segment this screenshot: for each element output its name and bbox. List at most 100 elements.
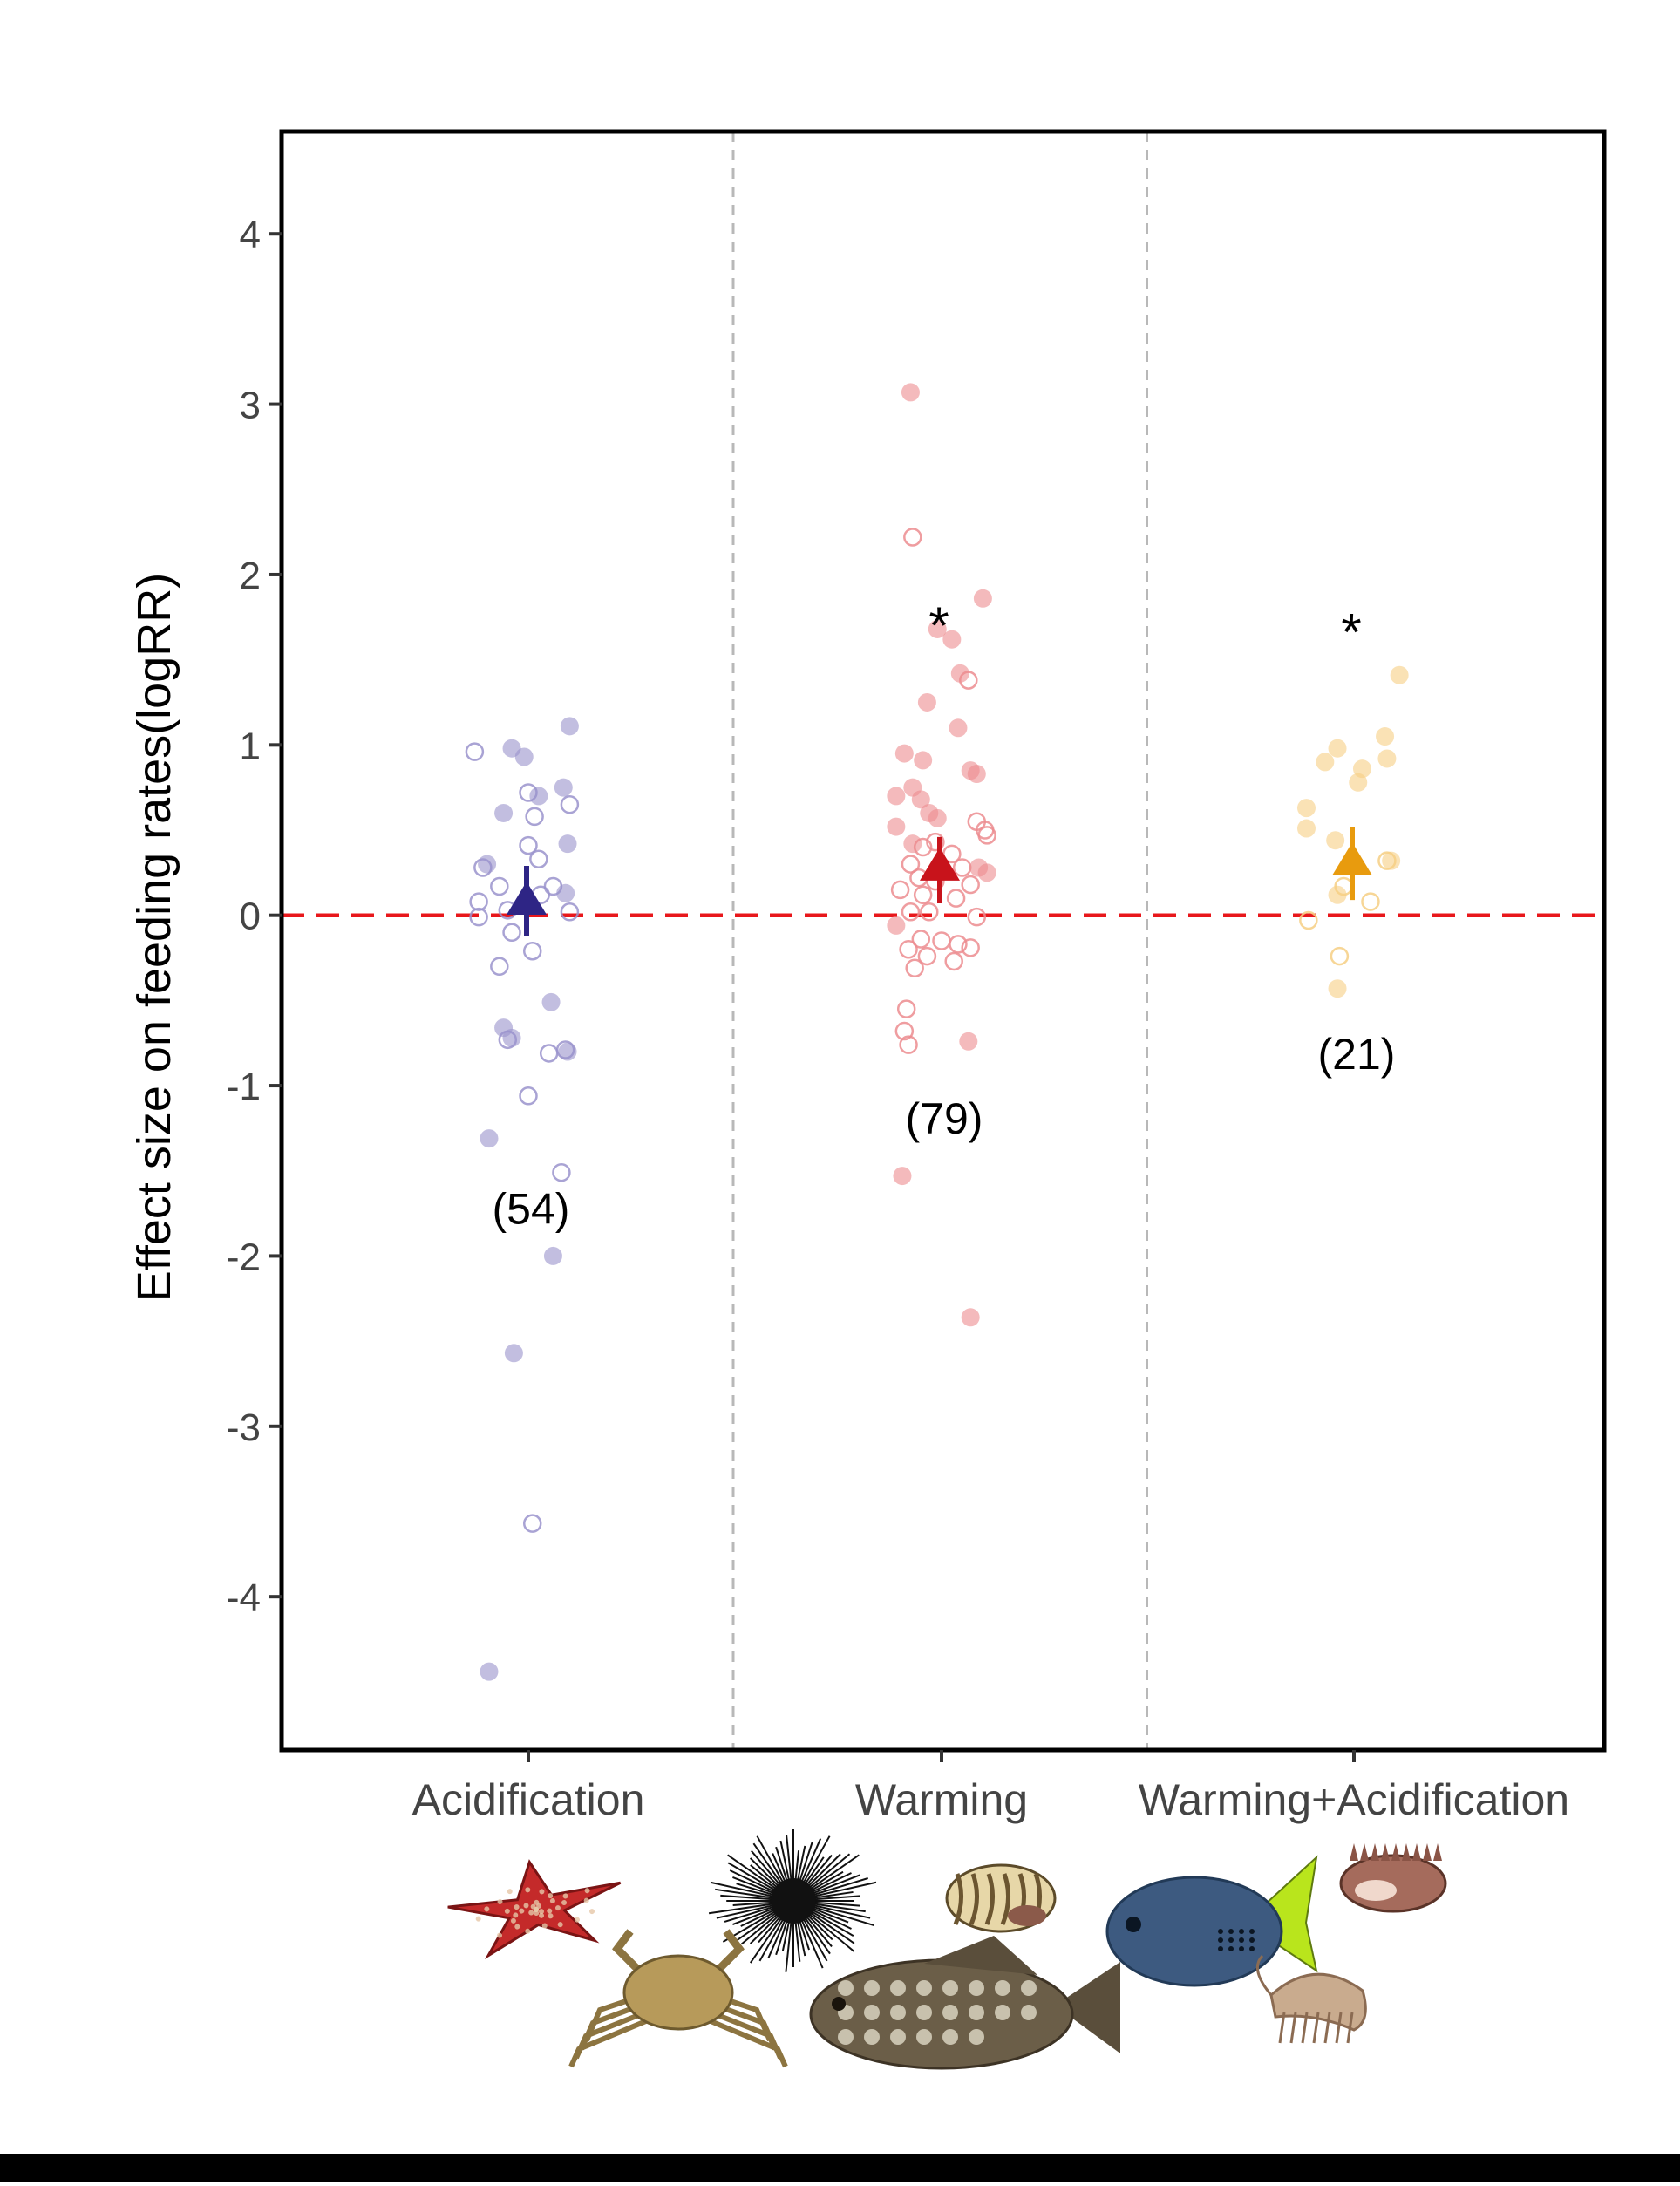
data-point-open [952, 858, 972, 877]
data-point-filled [959, 1032, 978, 1051]
data-point-open [490, 957, 509, 977]
y-tick-label: 1 [240, 725, 261, 767]
surgeonfish-body [1105, 1876, 1283, 1987]
data-point-open [560, 902, 580, 922]
data-point-filled [1390, 665, 1409, 684]
surgeonfish-spot [1228, 1946, 1234, 1951]
data-point-filled [558, 1042, 577, 1061]
mean-triangle-marker [920, 847, 960, 881]
data-point-filled [887, 787, 906, 806]
data-point-open [465, 742, 485, 761]
sea-star-body [447, 1859, 622, 1959]
amphipod-leg [1278, 2012, 1286, 2044]
data-point-filled [901, 383, 920, 402]
amphipod-antenna [1255, 1954, 1273, 1996]
murex-spike [1381, 1843, 1390, 1861]
sea-star-texture [534, 1907, 539, 1912]
data-point-filled [967, 765, 986, 784]
data-point-filled [494, 803, 514, 822]
murex-aperture [1355, 1880, 1397, 1901]
amphipod-body [1269, 1972, 1367, 2032]
sample-size-label: (79) [906, 1094, 983, 1143]
grouper-spot [916, 1980, 932, 1996]
grouper-spot [1021, 2005, 1037, 2020]
data-point-open [961, 938, 980, 957]
data-point-filled [1377, 749, 1397, 768]
data-point-open [469, 907, 488, 927]
data-point-open [913, 837, 933, 857]
data-point-filled [480, 1662, 499, 1681]
data-point-filled [973, 589, 992, 608]
mean-triangle-marker [507, 881, 547, 915]
sea-star-texture [510, 1917, 516, 1924]
data-point-filled [1328, 885, 1347, 904]
data-point-filled [917, 692, 936, 712]
y-tick-label: 0 [240, 896, 261, 938]
sea-star-texture [528, 1910, 534, 1916]
data-point-filled [529, 787, 548, 806]
grouper-spot [864, 2005, 880, 2020]
grouper-spot [969, 1980, 984, 1996]
surgeonfish-spot [1239, 1937, 1244, 1943]
surgeonfish-spot [1239, 1929, 1244, 1934]
data-point-open [1299, 910, 1318, 930]
grouper-spot [838, 2029, 854, 2045]
grouper-spot [890, 1980, 906, 1996]
data-point-filled [903, 834, 922, 854]
grouper-spot [890, 2005, 906, 2020]
data-point-open [522, 1514, 542, 1533]
grouper-spot [995, 2005, 1010, 2020]
data-point-open [977, 826, 996, 845]
grouper-spot [890, 2029, 906, 2045]
data-point-filled [1316, 753, 1335, 772]
data-point-filled [1296, 819, 1316, 838]
data-point-filled [543, 1246, 562, 1265]
data-point-open [920, 902, 939, 922]
x-tick-label: Warming [855, 1775, 1028, 1824]
sea-star-texture [548, 1893, 554, 1899]
data-point-filled [1326, 831, 1345, 850]
data-point-filled [558, 834, 577, 854]
sea-star-texture [497, 1932, 503, 1938]
y-tick-label: -4 [227, 1577, 261, 1619]
amphipod-leg [1323, 2012, 1331, 2044]
crab-leg [568, 2016, 654, 2068]
sea-star-texture [504, 1908, 510, 1914]
urchin-body [771, 1878, 816, 1924]
sea-star-texture [497, 1898, 503, 1904]
data-point-filled [554, 778, 573, 797]
data-point-filled [1296, 799, 1316, 818]
murex-spike [1371, 1843, 1379, 1861]
grouper-spot [864, 2029, 880, 2045]
data-point-open [522, 941, 542, 961]
data-point-filled [1328, 739, 1347, 758]
grouper-eye [832, 1997, 846, 2011]
data-point-open [944, 951, 963, 971]
data-point-open [967, 907, 987, 927]
data-point-open [961, 875, 980, 895]
data-point-open [519, 835, 538, 855]
surgeonfish-spot [1249, 1937, 1255, 1943]
grouper-spot [916, 2005, 932, 2020]
surgeonfish-icon [1105, 1855, 1318, 1987]
data-point-open [896, 999, 916, 1018]
data-point-open [932, 931, 951, 950]
data-point-open [911, 930, 931, 949]
data-point-filled [504, 1344, 523, 1363]
data-point-open [926, 832, 945, 852]
data-point-open [913, 885, 933, 905]
y-tick-label: -2 [227, 1236, 261, 1278]
snail-stripe [984, 1873, 995, 1925]
sea-snail-icon [945, 1863, 1057, 1933]
data-point-open [894, 1021, 915, 1041]
snail-stripe [953, 1873, 963, 1925]
data-point-open [525, 807, 544, 827]
sea-star-texture [525, 1928, 531, 1934]
murex-body [1339, 1854, 1447, 1913]
sea-star-texture [507, 1889, 513, 1895]
data-point-filled [950, 664, 969, 683]
grouper-fish-icon [809, 1936, 1120, 2070]
data-point-open [949, 935, 968, 954]
